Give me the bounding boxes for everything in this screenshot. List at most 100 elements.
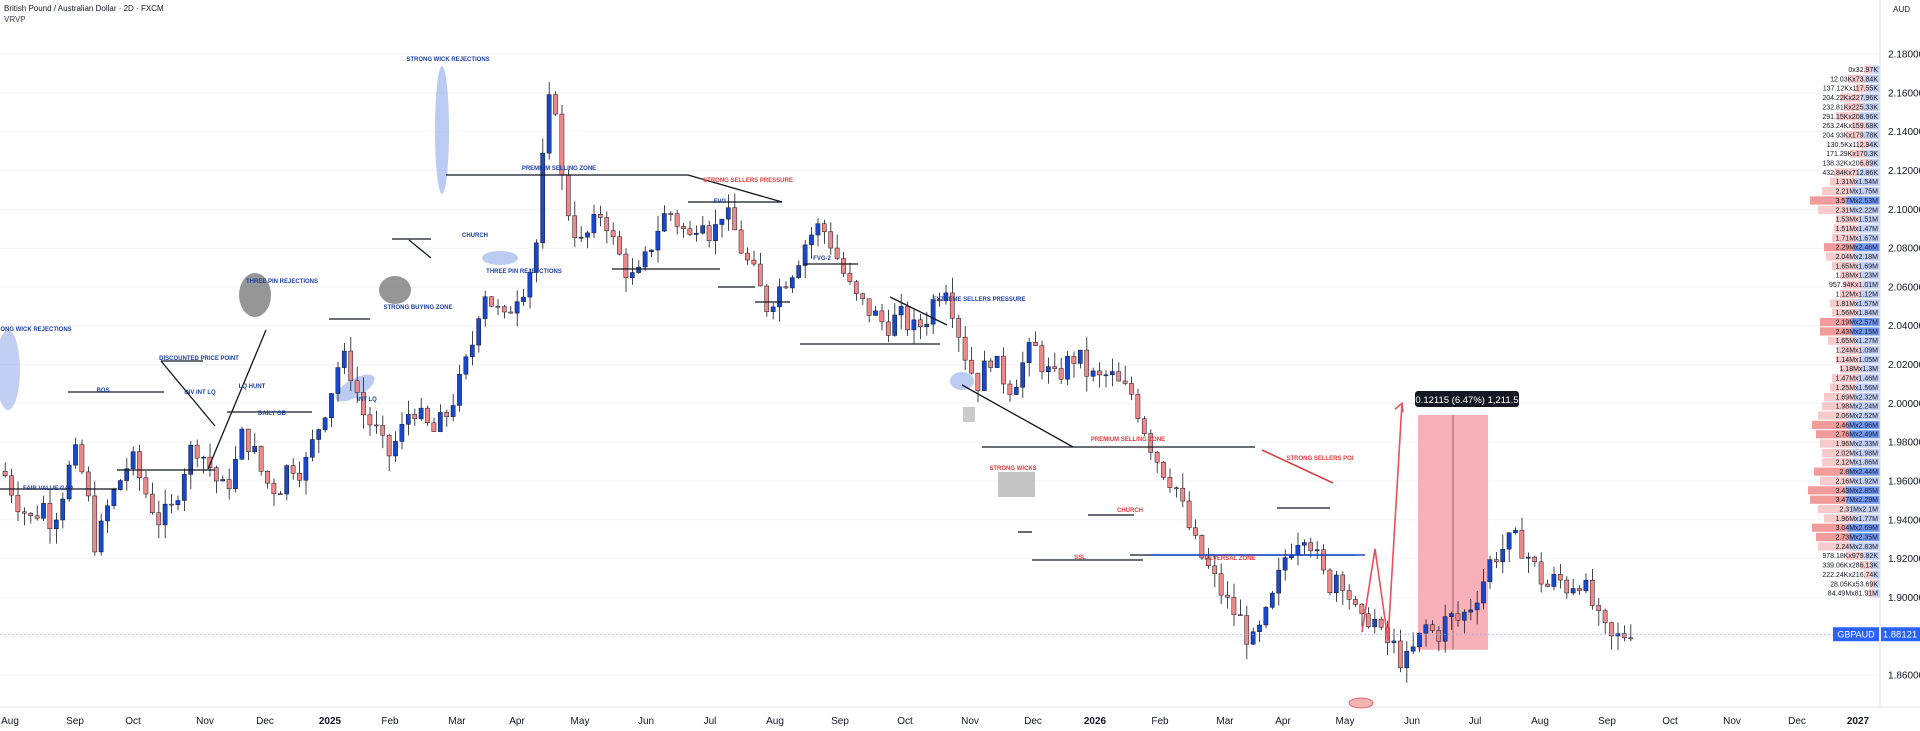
candle-body — [1455, 613, 1461, 621]
chart-header: British Pound / Australian Dollar · 2D ·… — [4, 3, 164, 25]
measure-tooltip — [1415, 390, 1519, 407]
candle-body — [1186, 500, 1192, 529]
volume-label: 978.18Kx979.82K — [1822, 553, 1878, 560]
candle-body — [1551, 574, 1557, 587]
y-tick-label: 1.96000 — [1888, 476, 1920, 487]
annotation-label: STRONG WICK REJECTIONS — [406, 57, 489, 63]
candle-body — [130, 451, 136, 469]
annotation-label: BOS — [96, 388, 109, 394]
candle-body — [1359, 604, 1365, 615]
candle-body — [1257, 624, 1262, 633]
volume-label: 1.98Mx2.24M — [1836, 404, 1879, 411]
candle-body — [399, 424, 405, 442]
candle-body — [674, 213, 680, 227]
volume-label: 2.06Mx2.52M — [1836, 413, 1879, 420]
volume-bar-buy — [1850, 411, 1880, 420]
x-tick-label: Mar — [448, 716, 466, 727]
candle-body — [1417, 632, 1422, 648]
volume-label: 3.43Mx2.85M — [1836, 488, 1879, 495]
volume-bar-sell — [1870, 579, 1876, 588]
time-axis[interactable]: Aug Sep Oct Nov Dec 2025 Feb Mar Apr May Jun Jul Aug… — [1, 716, 1869, 727]
volume-bar-sell — [1848, 74, 1865, 84]
candle-body — [271, 482, 277, 494]
candle-body — [527, 272, 533, 298]
candle-body — [1269, 592, 1275, 608]
candle-body — [162, 503, 168, 526]
candle-body — [540, 152, 546, 244]
candle-body — [1583, 580, 1589, 591]
x-tick-label: Dec — [1024, 716, 1042, 727]
volume-bar-sell — [1836, 355, 1859, 364]
annotation-label: STRONG WICK REJECTIONS — [0, 327, 72, 333]
annotation-label: THREE PIN REJEFCTIONS — [486, 269, 562, 275]
x-tick-label: Apr — [509, 716, 525, 727]
candle-body — [623, 253, 629, 278]
candle-body — [207, 456, 213, 468]
candle-body — [693, 232, 699, 235]
candle-body — [610, 230, 616, 237]
y-tick-label: 1.92000 — [1888, 554, 1920, 565]
y-tick-label: 1.86000 — [1888, 671, 1920, 682]
y-tick-label: 1.98000 — [1888, 438, 1920, 449]
volume-label: 1.31Mx1.54M — [1836, 179, 1879, 186]
candle-body — [245, 428, 251, 452]
annotation-label: STRONG SELLERS POI — [1286, 456, 1353, 462]
y-tick-label: 2.18000 — [1888, 50, 1920, 61]
candle-body — [1090, 370, 1096, 377]
candle-body — [1033, 342, 1038, 346]
candle-body — [565, 174, 571, 217]
candle-body — [981, 360, 987, 391]
volume-label: 2.8Mx2.44M — [1839, 469, 1878, 476]
candle-body — [572, 215, 578, 238]
candle-body — [1084, 349, 1090, 377]
candle-body — [1167, 477, 1173, 488]
candle-body — [841, 258, 846, 274]
volume-label: 2.21Mx1.75M — [1836, 189, 1879, 196]
volume-bar-buy — [1858, 215, 1880, 224]
candle-body — [1141, 418, 1147, 434]
price-badge-label: 1.88121 — [1883, 630, 1917, 641]
volume-bar-buy — [1856, 177, 1880, 186]
candle-body — [668, 213, 674, 215]
candle-body — [201, 456, 206, 459]
volume-bar-buy — [1858, 112, 1880, 121]
annotation-lines — [0, 174, 1880, 641]
volume-bar-buy — [1851, 476, 1880, 486]
candle-body — [1039, 345, 1045, 373]
candle-body — [661, 213, 667, 232]
volume-label: 12.03Kx73.84K — [1830, 76, 1878, 83]
volume-label: 1.65Mx1.69M — [1836, 263, 1879, 270]
candle-body — [629, 272, 635, 278]
candle-body — [316, 429, 322, 440]
volume-bar-sell — [1822, 448, 1853, 458]
candle-body — [380, 425, 386, 436]
candle-body — [1250, 631, 1256, 645]
candle-body — [111, 489, 117, 506]
volume-bar-sell — [1820, 476, 1852, 486]
candle-body — [213, 467, 219, 482]
y-tick-label: 2.06000 — [1888, 282, 1920, 293]
candle-body — [1116, 371, 1122, 382]
candle-body — [1276, 569, 1282, 594]
volume-label: 263.24Kx159.68K — [1822, 123, 1878, 130]
indicator-name[interactable]: VRVP — [4, 15, 26, 24]
volume-bar-buy — [1849, 533, 1880, 542]
volume-bar-buy — [1845, 486, 1880, 495]
candle-body — [354, 380, 360, 393]
candle-body — [175, 500, 181, 505]
volume-bar-sell — [1868, 589, 1875, 598]
x-tick-label: Sep — [831, 716, 849, 727]
candle-body — [1314, 549, 1320, 552]
three-pin-zone — [239, 273, 271, 317]
volume-bar-sell — [1820, 327, 1852, 336]
symbol-title[interactable]: British Pound / Australian Dollar · 2D ·… — [4, 4, 164, 13]
volume-bar-buy — [1850, 504, 1880, 514]
volume-bar-buy — [1864, 74, 1880, 84]
candle-body — [1308, 542, 1314, 552]
price-badges: GBPAUD 1.88121 0.12115 (6.47%) 1,211.5 — [1348, 390, 1920, 709]
volume-label: 1.12Mx1.12M — [1836, 291, 1879, 298]
trend-line — [687, 174, 783, 203]
candle-body — [1263, 607, 1269, 626]
candle-body — [796, 265, 802, 278]
